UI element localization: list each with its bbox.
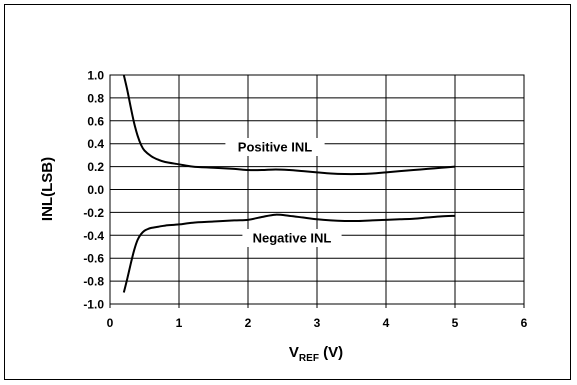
- y-tick-label: -1.0: [83, 298, 104, 312]
- positive-inl-line: [122, 74, 456, 176]
- y-tick-label: -0.4: [83, 229, 104, 243]
- x-tick-label: 3: [314, 316, 321, 330]
- y-tick-label: -0.2: [83, 206, 104, 220]
- y-tick-label: 0.2: [87, 160, 104, 174]
- x-tick-label: 4: [383, 316, 390, 330]
- y-tick-label: 0.6: [87, 114, 104, 128]
- negative-inl-label: Negative INL: [253, 231, 332, 246]
- x-tick-label: 2: [245, 316, 252, 330]
- axes: [109, 74, 525, 308]
- x-tick-label: 5: [452, 316, 459, 330]
- x-tick-label: 0: [107, 316, 114, 330]
- y-tick-label: 0.8: [87, 91, 104, 105]
- negative-inl-line: [122, 213, 456, 293]
- series-lines: [122, 74, 456, 293]
- y-tick-label: -0.8: [83, 275, 104, 289]
- x-tick-label: 1: [176, 316, 183, 330]
- y-tick-label: -0.6: [83, 252, 104, 266]
- y-tick-label: 1.0: [87, 69, 104, 83]
- x-axis-label-unit: (V): [319, 344, 343, 361]
- figure-border: [4, 4, 571, 380]
- tick-labels: 1.0 0.8 0.6 0.4 0.2 0.0 -0.2 -0.4 -0.6 -0.8 -1.00 1…: [83, 69, 527, 331]
- plot-area-border: [109, 74, 525, 305]
- positive-inl-label-background: [225, 138, 325, 156]
- y-tick-label: 0.4: [87, 137, 104, 151]
- y-tick-label: 0.0: [87, 183, 104, 197]
- x-axis-label-subscript: REF: [299, 353, 319, 364]
- x-axis-label: VREF (V): [289, 344, 343, 364]
- x-axis-label-main: V: [289, 344, 299, 361]
- x-tick-label: 6: [521, 316, 528, 330]
- y-axis-label: INL(LSB): [39, 157, 56, 221]
- negative-inl-label-background: [242, 229, 342, 247]
- positive-inl-label: Positive INL: [238, 140, 312, 155]
- grid: [109, 74, 525, 305]
